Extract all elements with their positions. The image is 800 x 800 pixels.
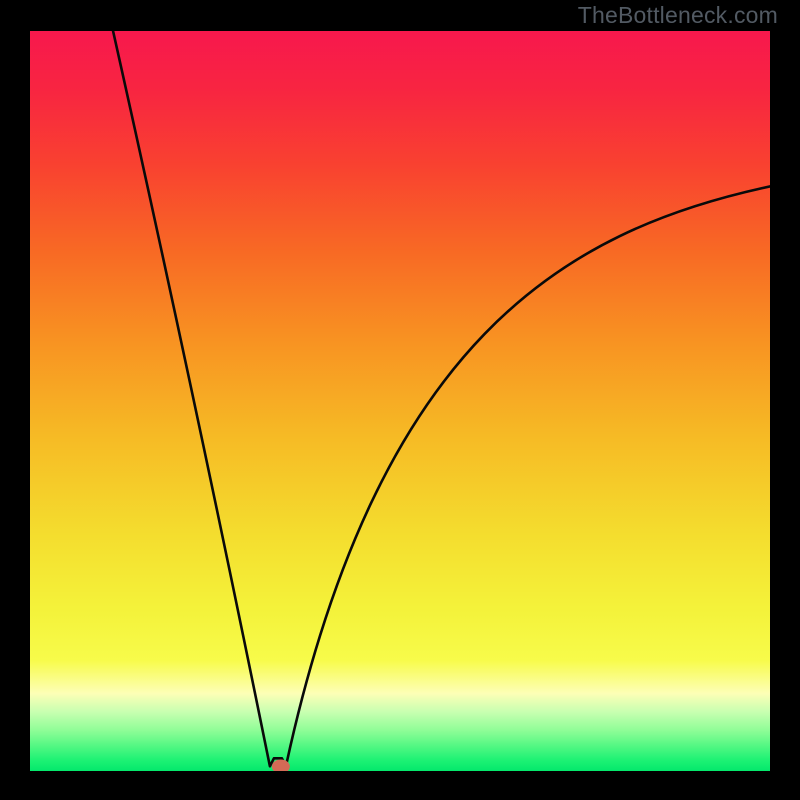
watermark-text: TheBottleneck.com: [578, 2, 778, 29]
bottleneck-curve-chart: [30, 31, 770, 771]
gradient-background: [30, 31, 770, 771]
chart-frame: TheBottleneck.com: [0, 0, 800, 800]
